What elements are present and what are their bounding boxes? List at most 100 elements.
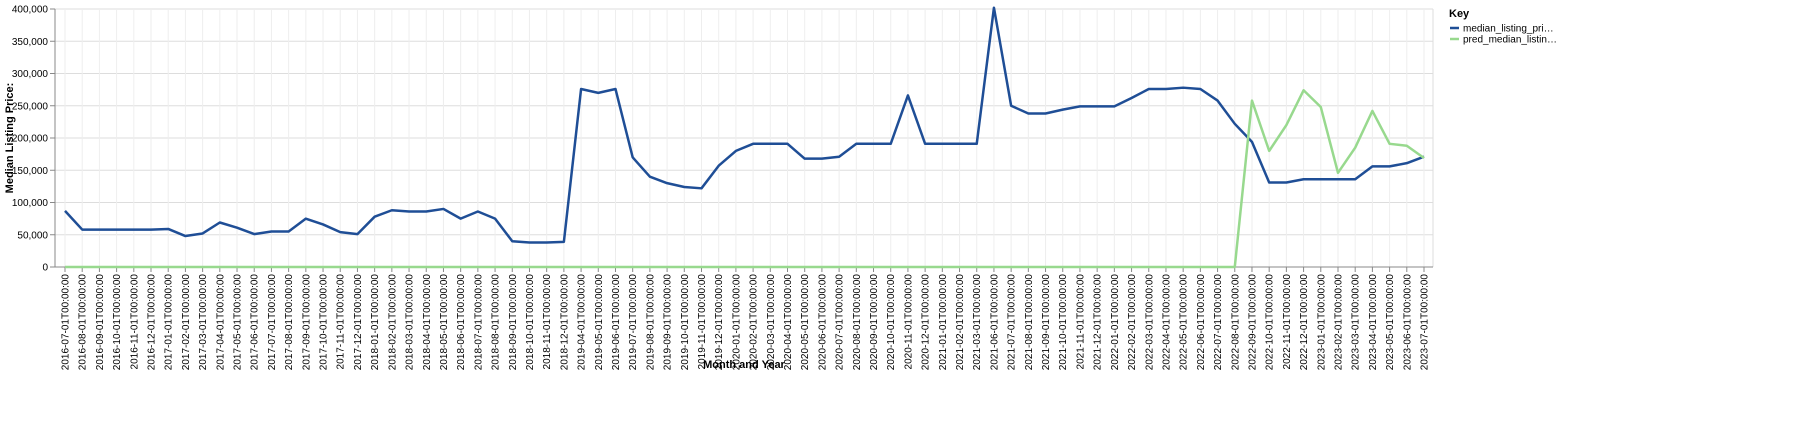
y-tick-label: 350,000: [12, 37, 49, 48]
x-tick-label: 2023-01-01T00:00:00: [1316, 274, 1327, 371]
x-tick-label: 2018-05-01T00:00:00: [439, 274, 450, 371]
x-tick-label: 2017-12-01T00:00:00: [353, 274, 364, 371]
x-tick-label: 2021-08-01T00:00:00: [1024, 274, 1035, 371]
legend: Key median_listing_pri…pred_median_listi…: [1449, 8, 1557, 46]
x-tick-label: 2016-07-01T00:00:00: [61, 274, 72, 371]
x-tick-label: 2022-06-01T00:00:00: [1196, 274, 1207, 371]
x-tick-label: 2019-06-01T00:00:00: [611, 274, 622, 371]
x-tick-label: 2021-01-01T00:00:00: [938, 274, 949, 371]
x-tick-label: 2020-12-01T00:00:00: [921, 274, 932, 371]
y-tick-label: 100,000: [12, 198, 49, 209]
x-tick-label: 2020-10-01T00:00:00: [886, 274, 897, 371]
x-tick-label: 2019-09-01T00:00:00: [663, 274, 674, 371]
series-line-2: [65, 89, 1425, 269]
x-tick-label: 2020-08-01T00:00:00: [852, 274, 863, 371]
x-tick-label: 2020-09-01T00:00:00: [869, 274, 880, 371]
x-tick-label: 2021-09-01T00:00:00: [1041, 274, 1052, 371]
x-tick-label: 2017-06-01T00:00:00: [250, 274, 261, 371]
grid-lines: [55, 8, 1434, 268]
x-tick-label: 2022-10-01T00:00:00: [1265, 274, 1276, 371]
x-axis: 2016-07-01T00:00:00 2016-08-01T00:00:00 20…: [55, 266, 1433, 371]
x-tick-label: 2018-07-01T00:00:00: [473, 274, 484, 371]
y-tick-label: 400,000: [12, 5, 49, 16]
y-tick-label: 50,000: [17, 230, 48, 241]
x-tick-label: 2020-07-01T00:00:00: [835, 274, 846, 371]
x-tick-label: 2019-08-01T00:00:00: [645, 274, 656, 371]
legend-label: median_listing_pri…: [1463, 24, 1554, 35]
series-lines: [64, 6, 1425, 269]
x-tick-label: 2018-08-01T00:00:00: [491, 274, 502, 371]
y-tick-label: 300,000: [12, 69, 49, 80]
x-tick-label: 2020-05-01T00:00:00: [800, 274, 811, 371]
x-axis-title: Month and Year: [703, 359, 785, 371]
x-tick-label: 2022-09-01T00:00:00: [1247, 274, 1258, 371]
x-tick-label: 2022-12-01T00:00:00: [1299, 274, 1310, 371]
x-tick-label: 2016-10-01T00:00:00: [112, 274, 123, 371]
x-tick-label: 2017-04-01T00:00:00: [215, 274, 226, 371]
x-tick-label: 2020-02-01T00:00:00: [749, 274, 760, 371]
x-tick-label: 2023-04-01T00:00:00: [1368, 274, 1379, 371]
x-tick-label: 2020-11-01T00:00:00: [903, 274, 914, 370]
x-tick-label: 2019-12-01T00:00:00: [714, 274, 725, 371]
x-tick-label: 2019-07-01T00:00:00: [628, 274, 639, 371]
x-tick-label: 2023-07-01T00:00:00: [1420, 274, 1431, 371]
x-tick-label: 2017-03-01T00:00:00: [198, 274, 209, 371]
x-tick-label: 2021-06-01T00:00:00: [989, 274, 1000, 371]
x-tick-label: 2017-10-01T00:00:00: [319, 274, 330, 371]
x-tick-label: 2020-04-01T00:00:00: [783, 274, 794, 371]
x-tick-label: 2023-06-01T00:00:00: [1402, 274, 1413, 371]
x-tick-label: 2017-05-01T00:00:00: [233, 274, 244, 371]
x-tick-label: 2016-11-01T00:00:00: [129, 274, 140, 370]
x-tick-label: 2018-12-01T00:00:00: [559, 274, 570, 371]
y-axis: 0 50,000 100,000 150,000 200,000 250,000 300,0…: [12, 5, 56, 274]
x-tick-label: 2021-02-01T00:00:00: [955, 274, 966, 371]
y-tick-label: 0: [42, 263, 48, 274]
x-tick-label: 2022-11-01T00:00:00: [1282, 274, 1293, 370]
x-tick-label: 2018-10-01T00:00:00: [525, 274, 536, 371]
x-tick-label: 2022-07-01T00:00:00: [1213, 274, 1224, 371]
x-tick-label: 2019-10-01T00:00:00: [680, 274, 691, 371]
x-tick-label: 2019-04-01T00:00:00: [577, 274, 588, 371]
x-tick-label: 2022-04-01T00:00:00: [1161, 274, 1172, 371]
x-tick-label: 2016-12-01T00:00:00: [147, 274, 158, 371]
x-tick-label: 2022-05-01T00:00:00: [1179, 274, 1190, 371]
x-tick-label: 2018-11-01T00:00:00: [542, 274, 553, 370]
x-tick-label: 2023-05-01T00:00:00: [1385, 274, 1396, 371]
x-tick-label: 2018-02-01T00:00:00: [387, 274, 398, 371]
x-tick-label: 2022-02-01T00:00:00: [1127, 274, 1138, 371]
x-tick-label: 2018-03-01T00:00:00: [405, 274, 416, 371]
x-tick-label: 2021-11-01T00:00:00: [1075, 274, 1086, 370]
legend-label: pred_median_listin…: [1463, 35, 1557, 46]
x-tick-label: 2018-09-01T00:00:00: [508, 274, 519, 371]
y-tick-label: 250,000: [12, 101, 49, 112]
series-line-1: [64, 6, 1425, 244]
x-tick-label: 2020-06-01T00:00:00: [817, 274, 828, 371]
x-tick-label: 2018-01-01T00:00:00: [370, 274, 381, 371]
y-tick-label: 150,000: [12, 166, 49, 177]
x-tick-label: 2023-02-01T00:00:00: [1333, 274, 1344, 371]
y-tick-label: 200,000: [12, 134, 49, 145]
x-tick-label: 2021-12-01T00:00:00: [1093, 274, 1104, 371]
y-axis-title: Median Listing Price:: [4, 83, 16, 194]
x-tick-label: 2016-08-01T00:00:00: [78, 274, 89, 371]
x-tick-label: 2017-02-01T00:00:00: [181, 274, 192, 371]
x-tick-label: 2021-03-01T00:00:00: [972, 274, 983, 371]
x-tick-label: 2022-01-01T00:00:00: [1110, 274, 1121, 371]
x-tick-label: 2018-04-01T00:00:00: [422, 274, 433, 371]
x-tick-label: 2020-03-01T00:00:00: [766, 274, 777, 371]
x-tick-label: 2016-09-01T00:00:00: [95, 274, 106, 371]
x-tick-label: 2019-05-01T00:00:00: [594, 274, 605, 371]
x-tick-label: 2017-01-01T00:00:00: [164, 274, 175, 371]
x-tick-label: 2019-11-01T00:00:00: [697, 274, 708, 370]
x-tick-label: 2017-11-01T00:00:00: [336, 274, 347, 370]
x-tick-label: 2021-07-01T00:00:00: [1007, 274, 1018, 371]
x-tick-label: 2017-09-01T00:00:00: [301, 274, 312, 371]
legend-title: Key: [1449, 8, 1470, 20]
x-tick-label: 2022-08-01T00:00:00: [1230, 274, 1241, 371]
x-tick-label: 2018-06-01T00:00:00: [456, 274, 467, 371]
x-tick-label: 2020-01-01T00:00:00: [731, 274, 742, 371]
x-tick-label: 2023-03-01T00:00:00: [1351, 274, 1362, 371]
x-tick-label: 2017-08-01T00:00:00: [284, 274, 295, 371]
x-tick-label: 2021-10-01T00:00:00: [1058, 274, 1069, 371]
